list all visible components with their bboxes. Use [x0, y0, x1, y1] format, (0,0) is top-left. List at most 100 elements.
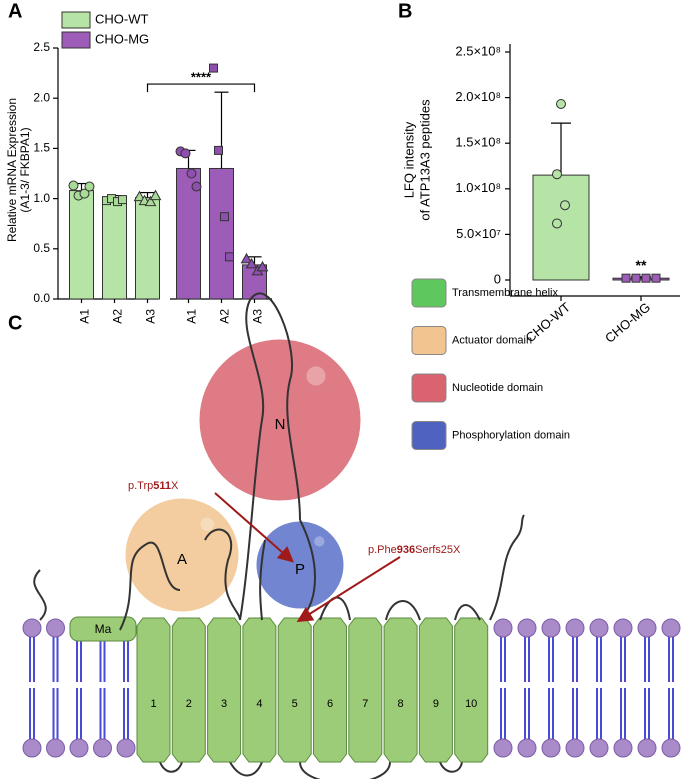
y-tick-label: 1.0×10⁸ — [455, 180, 501, 195]
bilayer-gap — [547, 682, 555, 688]
legend-label: Phosphorylation domain — [452, 429, 570, 441]
mutation-label: p.Trp511X — [128, 480, 179, 492]
y-tick-label: 0.5 — [33, 241, 50, 255]
data-point — [240, 252, 253, 264]
mutation-arrow — [296, 556, 401, 623]
data-point — [180, 148, 191, 159]
data-point — [133, 190, 146, 202]
data-point — [256, 260, 269, 272]
panel-label: B — [398, 0, 412, 22]
legend-swatch — [61, 31, 91, 49]
lipid-head — [613, 738, 633, 758]
lipid-head — [565, 738, 585, 758]
y-tick-label: 5.0×10⁷ — [456, 226, 501, 241]
data-point — [220, 212, 229, 222]
helix-label: 8 — [398, 698, 404, 710]
data-point — [651, 273, 661, 283]
lipid-head — [22, 618, 42, 638]
panel-label: C — [8, 312, 22, 334]
data-point — [79, 188, 90, 199]
bilayer-gap — [619, 682, 627, 688]
domain — [199, 339, 361, 501]
x-tick-label: A3 — [251, 309, 265, 324]
legend-label: CHO-WT — [95, 11, 148, 26]
mutation-label-part: X — [171, 480, 179, 492]
helix-label: 3 — [221, 698, 227, 710]
data-point — [556, 98, 566, 109]
bilayer-gap — [75, 682, 83, 688]
bilayer-gap — [28, 682, 36, 688]
mutation-label-part: p.Trp — [128, 480, 153, 492]
y-tick-label: 2.0 — [33, 90, 50, 104]
legend-label: Nucleotide domain — [452, 382, 543, 394]
lipid-head — [46, 618, 65, 638]
lipid-head — [46, 738, 65, 758]
helix — [136, 617, 171, 763]
backbone-loop — [159, 761, 463, 779]
mutation-label-part: p.Phe — [368, 544, 397, 556]
lipid-head — [22, 738, 42, 758]
lipid-head — [517, 738, 537, 758]
data-point — [621, 273, 631, 283]
data-point — [225, 252, 234, 262]
bar — [102, 199, 127, 300]
lipid-head — [637, 738, 657, 758]
helix — [383, 617, 418, 763]
helix — [454, 617, 489, 763]
helix — [242, 617, 277, 763]
legend-swatch — [61, 11, 91, 29]
lipid-head — [541, 618, 561, 638]
helix-label: 6 — [327, 698, 333, 710]
mutation-label-part: 936 — [397, 544, 415, 556]
lipid-head — [93, 738, 112, 758]
legend-label: Transmembrane helix — [452, 287, 558, 299]
helix-label: 5 — [292, 698, 298, 710]
data-point — [631, 273, 641, 283]
bilayer-gap — [523, 682, 531, 688]
bilayer-gap — [571, 682, 579, 688]
mutation-label: p.Phe936Serfs25X — [368, 544, 461, 556]
bilayer-gap — [643, 682, 651, 688]
legend-swatch — [411, 373, 447, 403]
helix-label: 9 — [433, 698, 439, 710]
data-point — [68, 180, 79, 191]
data-point — [641, 273, 651, 283]
helix — [313, 617, 347, 763]
significance-bracket — [146, 83, 256, 93]
significance-label: **** — [191, 70, 212, 85]
data-point — [84, 181, 95, 192]
helix-label: 2 — [186, 698, 192, 710]
bar — [69, 190, 94, 300]
membrane-anchor-label: Ma — [95, 622, 112, 636]
membrane — [22, 618, 681, 758]
y-tick-label: 0 — [494, 271, 501, 286]
domain — [125, 498, 239, 612]
helix — [418, 617, 453, 763]
panel-label: A — [8, 0, 22, 22]
domain-highlight — [200, 517, 214, 531]
domain-highlight — [306, 366, 326, 386]
y-tick-label: 1.5×10⁸ — [455, 135, 501, 150]
data-point — [118, 195, 127, 205]
bilayer-gap — [499, 682, 507, 688]
bar — [135, 197, 160, 300]
data-point — [245, 257, 258, 269]
domain-label: N — [275, 416, 286, 433]
y-tick-label: 0.0 — [33, 291, 50, 305]
y-axis-label: Relative mRNA Expression — [5, 98, 19, 242]
lipid-head — [637, 618, 657, 638]
data-point — [191, 181, 202, 192]
domain-highlight — [314, 536, 325, 547]
x-tick-label: A2 — [218, 309, 232, 324]
y-axis-label: of ATP13A3 peptides — [417, 99, 432, 221]
y-tick-label: 2.5 — [33, 40, 50, 54]
x-tick-label: A1 — [185, 309, 199, 324]
helix-label: 1 — [150, 698, 156, 710]
legend-label: CHO-MG — [95, 31, 149, 46]
domain-label: P — [295, 561, 305, 578]
helix-label: 4 — [256, 698, 262, 710]
x-tick-label: A1 — [78, 309, 92, 324]
legend-swatch — [411, 278, 447, 308]
lipid-head — [589, 738, 609, 758]
bilayer-gap — [98, 682, 107, 688]
